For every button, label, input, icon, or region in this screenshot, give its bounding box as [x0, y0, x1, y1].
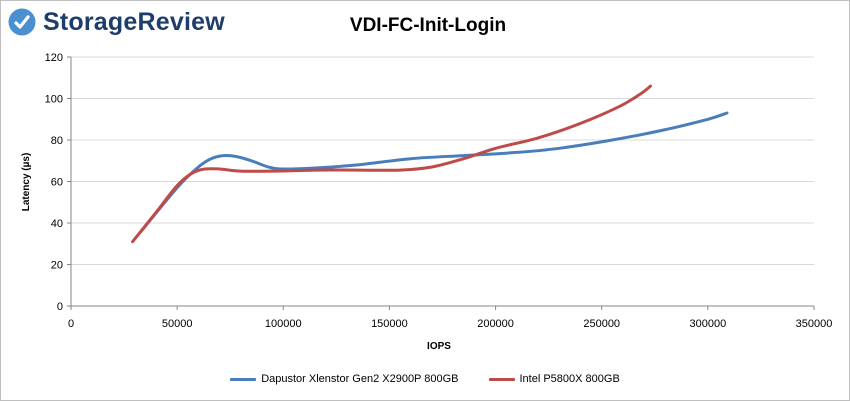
y-tick-label: 80: [51, 135, 63, 147]
chart-title: VDI-FC-Init-Login: [349, 15, 507, 36]
y-tick-label: 120: [45, 52, 63, 64]
series-line-1: [139, 111, 729, 233]
y-tick-labels: 0 20 40 60 80 100 120: [45, 52, 63, 313]
legend-item: Intel P5800X 800GB: [488, 373, 620, 385]
legend-swatch: [230, 377, 257, 381]
y-tick-label: 100: [45, 94, 63, 106]
x-axis-title: IOPS: [427, 341, 451, 352]
x-tick-label: 50000: [162, 318, 193, 330]
x-tick-label: 150000: [371, 318, 408, 330]
legend-label: Dapustor Xlenstor Gen2 X2900P 800GB: [261, 373, 459, 385]
x-tick-labels: 0 50000 100000 150000 200000 250000 300000 3500…: [68, 318, 832, 330]
x-tick-label: 350000: [796, 318, 833, 330]
series-lines: [131, 84, 729, 244]
legend-item: Dapustor Xlenstor Gen2 X2900P 800GB: [230, 373, 459, 385]
axes: [67, 56, 815, 310]
legend: Dapustor Xlenstor Gen2 X2900P 800GB Intel…: [1, 373, 849, 385]
series-line-2: [131, 84, 652, 244]
y-tick-label: 40: [51, 218, 63, 230]
y-tick-label: 0: [57, 301, 63, 313]
storagereview-logo-icon: [8, 8, 36, 36]
y-axis-title: Latency (µs): [21, 153, 32, 212]
x-tick-label: 200000: [477, 318, 514, 330]
legend-swatch: [488, 377, 515, 381]
x-tick-label: 0: [68, 318, 74, 330]
x-tick-label: 100000: [265, 318, 302, 330]
storagereview-logo: StorageReview: [7, 5, 225, 39]
gridlines: [71, 56, 814, 265]
x-tick-label: 250000: [583, 318, 620, 330]
y-tick-label: 20: [51, 260, 63, 272]
brand-name: StorageReview: [43, 7, 225, 36]
y-tick-label: 60: [51, 177, 63, 189]
legend-label: Intel P5800X 800GB: [519, 373, 620, 385]
x-tick-label: 300000: [689, 318, 726, 330]
